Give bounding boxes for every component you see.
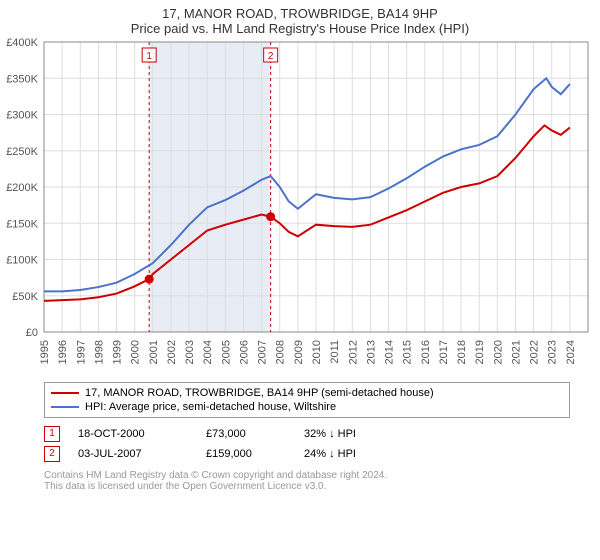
- svg-text:2010: 2010: [311, 340, 323, 364]
- svg-text:2009: 2009: [293, 340, 305, 364]
- svg-text:2014: 2014: [384, 340, 396, 364]
- svg-text:2019: 2019: [474, 340, 486, 364]
- svg-text:£400K: £400K: [6, 38, 38, 49]
- title-line-1: 17, MANOR ROAD, TROWBRIDGE, BA14 9HP: [0, 0, 600, 21]
- footer-line-1: Contains HM Land Registry data © Crown c…: [44, 470, 570, 481]
- legend-item: 17, MANOR ROAD, TROWBRIDGE, BA14 9HP (se…: [51, 386, 563, 400]
- svg-text:£300K: £300K: [6, 110, 38, 122]
- svg-text:2005: 2005: [220, 340, 232, 364]
- footer: Contains HM Land Registry data © Crown c…: [44, 470, 570, 492]
- svg-text:1995: 1995: [39, 340, 51, 364]
- svg-text:2024: 2024: [565, 340, 577, 364]
- event-marker-box: 2: [44, 446, 60, 462]
- events-table: 1 18-OCT-2000 £73,000 32% ↓ HPI 2 03-JUL-2007…: [44, 424, 570, 464]
- event-marker-box: 1: [44, 426, 60, 442]
- legend-swatch: [51, 406, 79, 408]
- svg-text:2003: 2003: [184, 340, 196, 364]
- svg-text:2000: 2000: [130, 340, 142, 364]
- svg-text:2011: 2011: [329, 340, 341, 364]
- svg-text:2021: 2021: [510, 340, 522, 364]
- svg-text:2020: 2020: [492, 340, 504, 364]
- svg-text:1: 1: [146, 51, 152, 62]
- svg-text:£100K: £100K: [6, 255, 38, 267]
- svg-text:1996: 1996: [57, 340, 69, 364]
- svg-text:2012: 2012: [347, 340, 359, 364]
- svg-text:2008: 2008: [275, 340, 287, 364]
- svg-text:£250K: £250K: [6, 146, 38, 158]
- svg-text:1997: 1997: [75, 340, 87, 364]
- event-row: 1 18-OCT-2000 £73,000 32% ↓ HPI: [44, 424, 570, 444]
- event-date: 18-OCT-2000: [78, 428, 188, 440]
- svg-text:2006: 2006: [238, 340, 250, 364]
- svg-text:2002: 2002: [166, 340, 178, 364]
- svg-text:2016: 2016: [420, 340, 432, 364]
- svg-text:2013: 2013: [365, 340, 377, 364]
- legend: 17, MANOR ROAD, TROWBRIDGE, BA14 9HP (se…: [44, 382, 570, 418]
- event-price: £159,000: [206, 448, 286, 460]
- svg-text:2: 2: [268, 51, 274, 62]
- svg-text:£200K: £200K: [6, 182, 38, 194]
- event-date: 03-JUL-2007: [78, 448, 188, 460]
- svg-text:1998: 1998: [93, 340, 105, 364]
- event-row: 2 03-JUL-2007 £159,000 24% ↓ HPI: [44, 444, 570, 464]
- svg-text:2022: 2022: [529, 340, 541, 364]
- svg-text:£0: £0: [26, 327, 38, 339]
- svg-text:£150K: £150K: [6, 218, 38, 230]
- svg-text:2018: 2018: [456, 340, 468, 364]
- svg-text:2004: 2004: [202, 340, 214, 364]
- legend-swatch: [51, 392, 79, 394]
- svg-text:£350K: £350K: [6, 73, 38, 85]
- svg-text:2015: 2015: [402, 340, 414, 364]
- footer-line-2: This data is licensed under the Open Gov…: [44, 481, 570, 492]
- title-line-2: Price paid vs. HM Land Registry's House …: [0, 21, 600, 38]
- legend-label: HPI: Average price, semi-detached house,…: [85, 401, 336, 413]
- event-delta: 24% ↓ HPI: [304, 448, 356, 460]
- legend-item: HPI: Average price, semi-detached house,…: [51, 400, 563, 414]
- event-marker: [145, 275, 154, 284]
- svg-text:2007: 2007: [257, 340, 269, 364]
- svg-text:2017: 2017: [438, 340, 450, 364]
- price-chart: £0 £50K £100K £150K £200K £250K £300K £350K £400…: [0, 38, 600, 378]
- event-price: £73,000: [206, 428, 286, 440]
- svg-text:2001: 2001: [148, 340, 160, 364]
- svg-text:1999: 1999: [112, 340, 124, 364]
- event-delta: 32% ↓ HPI: [304, 428, 356, 440]
- legend-label: 17, MANOR ROAD, TROWBRIDGE, BA14 9HP (se…: [85, 387, 434, 399]
- svg-text:£50K: £50K: [12, 291, 38, 303]
- event-marker: [266, 212, 275, 221]
- svg-text:2023: 2023: [547, 340, 559, 364]
